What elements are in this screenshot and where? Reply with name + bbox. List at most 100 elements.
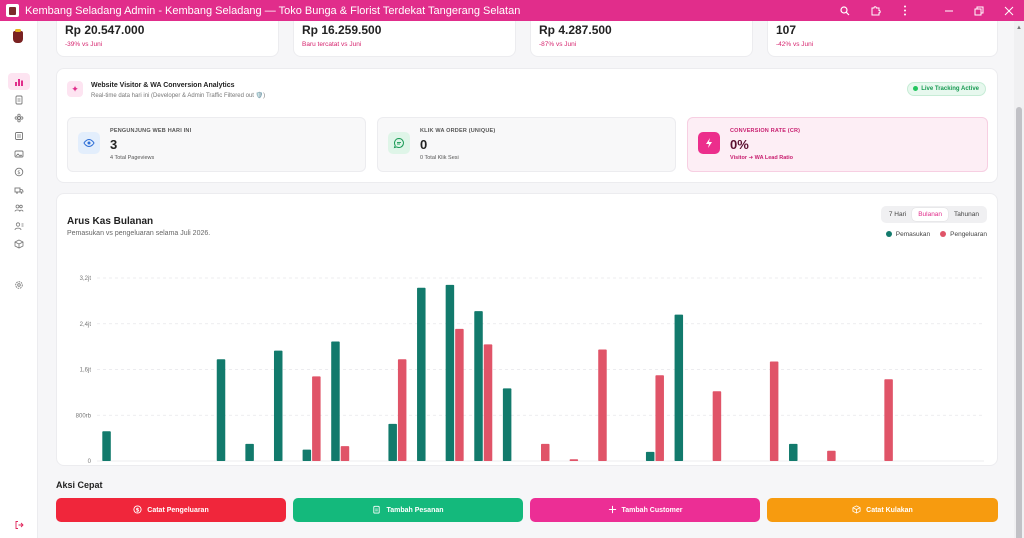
cashflow-subtitle: Pemasukan vs pengeluaran selama Juli 202… [67, 230, 211, 237]
stat-sub: -87% vs Juni [539, 41, 577, 48]
delivery-icon[interactable] [8, 181, 30, 198]
bar-pengeluaran [340, 446, 350, 461]
analytics-subtitle: Real-time data hari ini (Developer & Adm… [91, 93, 266, 99]
legend-pemasukan[interactable]: Pemasukan [885, 231, 931, 238]
visitor-value: 3 [110, 137, 118, 152]
vertical-scrollbar[interactable]: ▲ [1014, 21, 1024, 538]
stat-card-profit: Rp 4.287.500 -87% vs Juni [530, 21, 753, 57]
extension-icon[interactable] [860, 0, 890, 21]
wa-click-card: KLIK WA ORDER (UNIQUE) 0 0 Total Klik Se… [377, 117, 676, 172]
scrollbar-thumb[interactable] [1016, 107, 1022, 538]
brand-logo [11, 29, 25, 45]
bar-pemasukan [302, 449, 312, 461]
bar-pemasukan [645, 451, 655, 461]
live-dot-icon [913, 86, 919, 91]
clipboard-icon [372, 505, 381, 516]
stat-card-expense: Rp 16.259.500 Baru tercatat vs Juni [293, 21, 516, 57]
bar-pengeluaran [455, 328, 464, 461]
chart-legend: Pemasukan Pengeluaran [885, 231, 987, 238]
bar-pemasukan [417, 287, 426, 461]
restore-icon[interactable] [964, 0, 994, 21]
tambah-customer-button[interactable]: Tambah Customer [530, 498, 760, 522]
sparkle-icon: ✦ [67, 81, 83, 97]
gallery-icon[interactable] [8, 145, 30, 162]
bar-pemasukan [502, 388, 512, 461]
stat-value: Rp 20.547.000 [65, 23, 145, 37]
period-switcher: 7 Hari Bulanan Tahunan [880, 206, 987, 223]
catat-kulakan-button[interactable]: Catat Kulakan [767, 498, 998, 522]
visitor-card: PENGUNJUNG WEB HARI INI 3 4 Total Pagevi… [67, 117, 366, 172]
tambah-pesanan-button[interactable]: Tambah Pesanan [293, 498, 523, 522]
period-bulanan[interactable]: Bulanan [912, 208, 949, 221]
catalog-icon[interactable] [8, 127, 30, 144]
y-tick-label: 3,2jt [80, 276, 92, 282]
bar-pengeluaran [712, 391, 722, 461]
flower-icon[interactable] [8, 109, 30, 126]
bar-pengeluaran [541, 443, 550, 461]
users-icon[interactable] [8, 217, 30, 234]
wa-click-label: KLIK WA ORDER (UNIQUE) [420, 128, 496, 134]
analytics-card: ✦ Website Visitor & WA Conversion Analyt… [56, 68, 998, 183]
stat-card-revenue: Rp 20.547.000 -39% vs Juni [56, 21, 279, 57]
logout-icon[interactable] [8, 516, 30, 533]
finance-icon[interactable]: $ [8, 163, 30, 180]
bar-pengeluaran [769, 361, 779, 461]
visitor-sub: 4 Total Pageviews [110, 155, 155, 161]
button-label: Catat Pengeluaran [147, 506, 209, 514]
wa-click-sub: 0 Total Klik Sesi [420, 155, 459, 161]
bar-pemasukan [474, 311, 483, 461]
customers-icon[interactable] [8, 199, 30, 216]
stat-sub: Baru tercatat vs Juni [302, 41, 362, 48]
stat-card-orders: 107 -42% vs Juni [767, 21, 998, 57]
button-label: Tambah Pesanan [386, 506, 444, 514]
dashboard-icon[interactable] [8, 73, 30, 90]
bar-pemasukan [445, 284, 455, 461]
legend-dot-icon [940, 231, 947, 238]
conversion-sub: Visitor ➜ WA Lead Ratio [730, 155, 793, 161]
window-titlebar: Kembang Seladang Admin - Kembang Seladan… [0, 0, 1024, 21]
box-icon[interactable] [8, 235, 30, 252]
main-content: Rp 20.547.000 -39% vs Juni Rp 16.259.500… [38, 21, 1014, 538]
y-tick-label: 2,4jt [80, 322, 92, 328]
conversion-value: 0% [730, 137, 749, 152]
y-tick-label: 800rb [76, 413, 92, 419]
bar-pemasukan [216, 359, 226, 461]
cashflow-title: Arus Kas Bulanan [67, 216, 154, 227]
bar-pemasukan [245, 443, 254, 461]
sidebar: $ [0, 21, 38, 538]
bar-pengeluaran [827, 450, 836, 461]
zoom-icon[interactable] [830, 0, 860, 21]
stat-sub: -39% vs Juni [65, 41, 103, 48]
bar-pengeluaran [483, 344, 493, 461]
bar-pengeluaran [655, 375, 664, 461]
button-label: Tambah Customer [621, 506, 683, 514]
scroll-up-icon[interactable]: ▲ [1016, 25, 1022, 31]
live-label: Live Tracking Active [921, 86, 979, 93]
minimize-icon[interactable] [934, 0, 964, 21]
bar-pemasukan [674, 314, 684, 461]
orders-icon[interactable] [8, 91, 30, 108]
eye-icon [78, 132, 100, 154]
y-tick-label: 0 [88, 459, 92, 465]
svg-text:$: $ [17, 170, 20, 176]
more-icon[interactable] [890, 0, 920, 21]
window-title: Kembang Seladang Admin - Kembang Seladan… [25, 4, 521, 17]
chat-icon [388, 132, 410, 154]
bar-pengeluaran [312, 376, 321, 461]
bar-pemasukan [388, 423, 397, 461]
bar-pengeluaran [569, 459, 579, 461]
y-tick-label: 1,6jt [80, 368, 92, 374]
period-7hari[interactable]: 7 Hari [888, 211, 907, 218]
legend-pengeluaran[interactable]: Pengeluaran [940, 231, 987, 238]
period-tahunan[interactable]: Tahunan [954, 211, 979, 218]
catat-pengeluaran-button[interactable]: $ Catat Pengeluaran [56, 498, 286, 522]
close-icon[interactable] [994, 0, 1024, 21]
quick-actions-title: Aksi Cepat [56, 480, 103, 490]
settings-icon[interactable] [8, 276, 30, 293]
bar-pengeluaran [884, 379, 893, 461]
conversion-card: CONVERSION RATE (CR) 0% Visitor ➜ WA Lea… [687, 117, 988, 172]
legend-label: Pemasukan [895, 231, 931, 238]
wa-click-value: 0 [420, 137, 428, 152]
cashflow-card: Arus Kas Bulanan Pemasukan vs pengeluara… [56, 193, 998, 466]
plus-icon [608, 505, 617, 516]
